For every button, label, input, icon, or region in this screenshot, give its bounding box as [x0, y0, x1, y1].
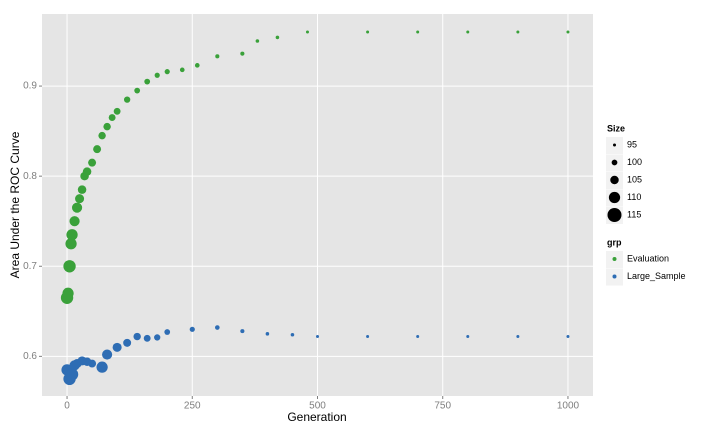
- legend-label: Large_Sample: [627, 271, 686, 281]
- point: [164, 69, 170, 75]
- legend-size: [611, 159, 618, 166]
- point: [134, 87, 141, 94]
- y-tick-label: 0.7: [23, 261, 37, 272]
- point: [214, 325, 220, 330]
- point: [82, 167, 92, 176]
- grid: [42, 14, 593, 396]
- point: [88, 359, 97, 368]
- point: [62, 287, 74, 299]
- y-axis-title: Area Under the ROC Curve: [8, 131, 22, 278]
- point: [133, 332, 141, 341]
- legend-swatch: [612, 257, 617, 261]
- legend-size: [610, 175, 619, 185]
- legend-title: Size: [607, 123, 625, 133]
- point: [66, 229, 78, 241]
- x-tick-label: 0: [64, 401, 70, 412]
- legend-label: Evaluation: [627, 253, 669, 263]
- point: [305, 30, 309, 34]
- point: [88, 158, 97, 167]
- legend-size: [608, 191, 621, 204]
- point: [566, 335, 570, 339]
- point: [144, 78, 151, 85]
- point: [416, 30, 420, 34]
- point: [516, 335, 520, 339]
- legend-size: [607, 208, 622, 222]
- point: [124, 96, 131, 103]
- legend-size: [613, 143, 616, 147]
- legend-label: 105: [627, 174, 642, 184]
- point: [179, 67, 185, 73]
- point: [154, 72, 160, 78]
- point: [96, 361, 108, 373]
- point: [265, 332, 270, 336]
- point: [65, 368, 79, 381]
- legend-label: 110: [627, 192, 641, 202]
- point: [123, 338, 132, 347]
- point: [466, 30, 470, 34]
- point: [71, 202, 83, 213]
- point: [77, 185, 87, 194]
- x-tick-label: 250: [184, 401, 201, 412]
- legend-label: 100: [627, 157, 642, 167]
- y-tick-label: 0.6: [23, 351, 37, 362]
- point: [366, 335, 370, 339]
- point: [113, 107, 121, 115]
- point: [215, 54, 220, 59]
- legend-swatch: [612, 274, 617, 279]
- x-axis-title: Generation: [287, 410, 346, 424]
- point: [112, 342, 122, 352]
- point: [240, 51, 245, 56]
- point: [154, 334, 161, 341]
- point: [75, 194, 85, 204]
- point: [516, 30, 520, 34]
- y-tick-label: 0.9: [23, 81, 37, 92]
- point: [108, 114, 116, 122]
- point: [65, 238, 77, 250]
- point: [240, 329, 245, 334]
- x-tick-label: 1000: [557, 401, 580, 412]
- point: [63, 260, 76, 273]
- point: [566, 30, 570, 34]
- point: [98, 131, 106, 140]
- point: [416, 335, 420, 339]
- legend-label: 115: [627, 209, 641, 219]
- legend-label: 95: [627, 139, 637, 149]
- point: [93, 145, 102, 154]
- point: [316, 335, 319, 339]
- x-tick-label: 750: [434, 401, 451, 412]
- marks: [60, 30, 570, 386]
- point: [194, 63, 200, 68]
- point: [69, 216, 80, 227]
- point: [275, 35, 280, 40]
- y-tick-label: 0.8: [23, 171, 37, 182]
- x-tick-label: 500: [309, 401, 326, 412]
- point: [143, 334, 151, 342]
- point: [164, 329, 171, 335]
- point: [466, 335, 470, 339]
- point: [255, 39, 260, 43]
- point: [366, 30, 370, 34]
- point: [102, 349, 113, 360]
- point: [290, 332, 295, 337]
- legend-title: grp: [607, 237, 622, 247]
- point: [103, 122, 111, 131]
- point: [189, 326, 195, 332]
